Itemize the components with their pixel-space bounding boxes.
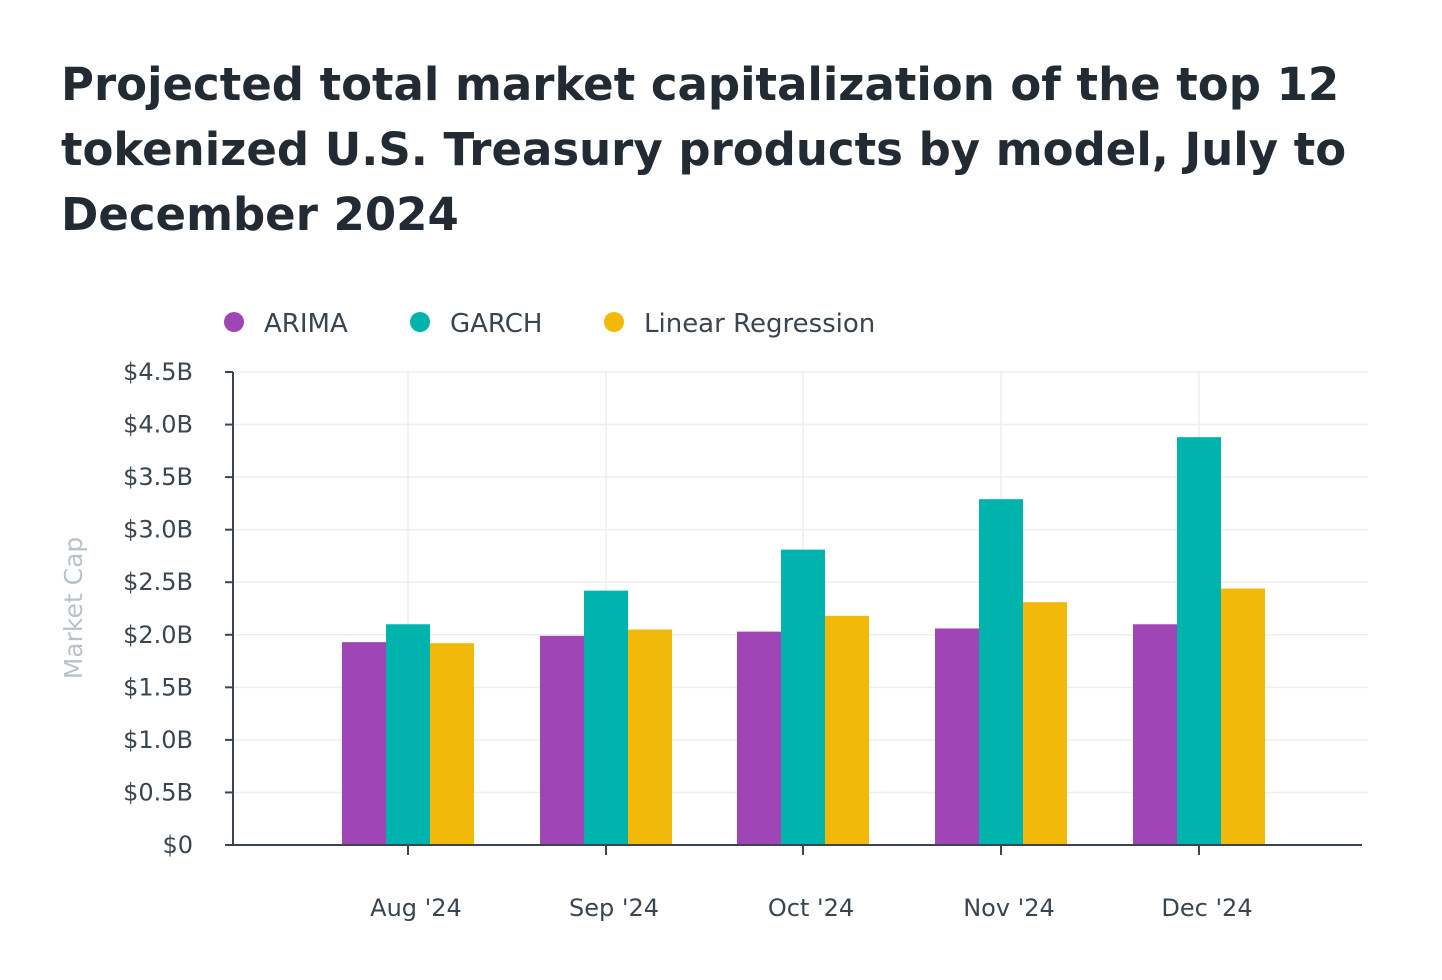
legend-marker bbox=[604, 312, 624, 332]
bars bbox=[342, 437, 1265, 845]
y-tick-label: $1.5B bbox=[123, 673, 193, 701]
y-tick-label: $3.5B bbox=[123, 463, 193, 491]
bar-garch bbox=[979, 499, 1023, 845]
legend-label: ARIMA bbox=[264, 309, 348, 339]
bar-arima bbox=[1133, 624, 1177, 845]
x-tick-label: Oct '24 bbox=[768, 894, 854, 922]
y-axis-title: Market Cap bbox=[59, 537, 88, 680]
legend-label: GARCH bbox=[450, 309, 542, 339]
y-tick-label: $2.5B bbox=[123, 568, 193, 596]
y-tick-label: $4.0B bbox=[123, 411, 193, 439]
bar-garch bbox=[1177, 437, 1221, 845]
bar-arima bbox=[935, 628, 979, 845]
legend-marker bbox=[410, 312, 430, 332]
bar-linear-regression bbox=[1023, 602, 1067, 845]
bar-arima bbox=[540, 635, 584, 845]
legend: ARIMA GARCH Linear Regression bbox=[224, 309, 875, 339]
legend-label: Linear Regression bbox=[644, 309, 875, 339]
x-tick-label: Dec '24 bbox=[1161, 894, 1252, 922]
y-tick-label: $3.0B bbox=[123, 516, 193, 544]
bar-linear-regression bbox=[628, 629, 672, 845]
y-tick-label: $0.5B bbox=[123, 778, 193, 806]
bar-arima bbox=[737, 631, 781, 845]
x-tick-label: Aug '24 bbox=[370, 894, 462, 922]
bar-linear-regression bbox=[825, 615, 869, 845]
x-tick-label: Sep '24 bbox=[569, 894, 659, 922]
bar-garch bbox=[781, 549, 825, 845]
y-tick-label: $1.0B bbox=[123, 726, 193, 754]
x-tick-label: Nov '24 bbox=[963, 894, 1055, 922]
bar-linear-regression bbox=[430, 643, 474, 845]
y-tick-label: $4.5B bbox=[123, 358, 193, 386]
axes: $0 $0.5B $1.0B $1.5B $2.0B $2.5B $3.0B $3.5B $4.… bbox=[59, 358, 1362, 922]
bar-garch bbox=[386, 624, 430, 845]
chart-title: Projected total market capitalization of… bbox=[61, 58, 1347, 241]
bar-linear-regression bbox=[1221, 588, 1265, 845]
bar-garch bbox=[584, 590, 628, 845]
y-tick-label: $0 bbox=[162, 831, 193, 859]
bar-arima bbox=[342, 642, 386, 845]
y-tick-label: $2.0B bbox=[123, 621, 193, 649]
legend-marker bbox=[224, 312, 244, 332]
